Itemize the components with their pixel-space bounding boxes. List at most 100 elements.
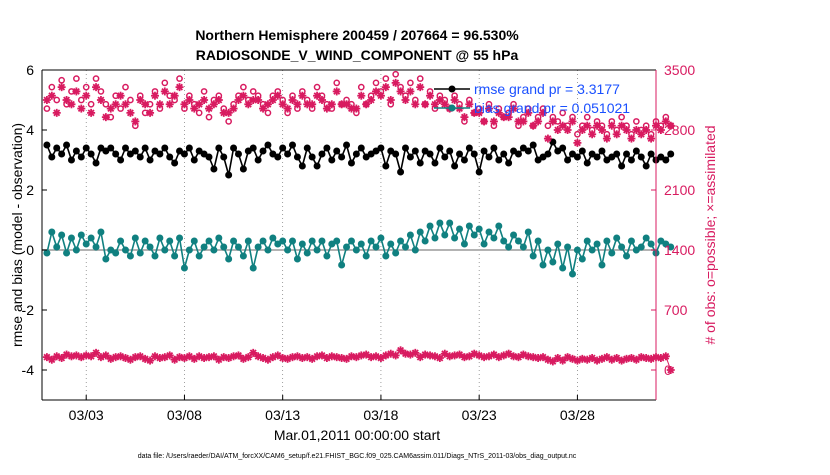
rmse-point: [249, 144, 257, 152]
bias-point: [126, 252, 134, 260]
bias-point: [97, 228, 105, 236]
rmse-point: [431, 159, 439, 167]
rmse-point: [618, 162, 626, 170]
possible-obs-point: [43, 105, 51, 112]
rmse-point: [264, 141, 272, 149]
y-left-tick-label: 4: [26, 122, 34, 138]
bias-point: [166, 237, 174, 245]
bias-point: [534, 237, 542, 245]
rmse-point: [406, 153, 414, 161]
bias-point: [583, 237, 591, 245]
obs-count-point: [87, 352, 96, 361]
bias-point: [254, 243, 262, 251]
bias-point: [308, 237, 316, 245]
bias-point: [48, 228, 56, 236]
rmse-point: [627, 156, 635, 164]
rmse-point: [333, 147, 341, 155]
bias-point: [480, 240, 488, 248]
possible-obs-point: [200, 88, 208, 95]
rmse-point: [298, 162, 306, 170]
rmse-point: [279, 144, 287, 152]
assimilated-obs-point: [293, 100, 302, 109]
possible-obs-point: [58, 76, 65, 84]
rmse-point: [92, 159, 100, 167]
y-right-tick-label: 3500: [664, 62, 695, 78]
bias-point: [264, 246, 272, 254]
assimilated-obs-point: [607, 121, 616, 130]
bias-point: [411, 246, 419, 254]
assimilated-obs-point: [406, 87, 415, 96]
possible-obs-point: [249, 88, 257, 95]
possible-obs-point: [205, 113, 213, 121]
x-tick-label: 03/28: [560, 407, 595, 423]
assimilated-obs-point: [553, 126, 562, 134]
rmse-point: [598, 147, 606, 155]
bias-point: [122, 246, 130, 254]
assimilated-obs-point: [396, 87, 405, 96]
assimilated-obs-point: [381, 83, 390, 92]
legend-bias-label: bias grand pr = 0.051021: [474, 100, 630, 116]
bias-point: [180, 264, 188, 272]
bias-point: [195, 252, 203, 260]
possible-obs-point: [195, 109, 203, 117]
rmse-point: [180, 150, 188, 158]
assimilated-obs-point: [597, 126, 606, 134]
assimilated-obs-point: [175, 83, 184, 92]
bias-point: [239, 252, 247, 260]
bias-point: [490, 234, 498, 242]
rmse-point: [289, 141, 297, 149]
assimilated-obs-point: [77, 104, 86, 113]
bias-point: [234, 243, 242, 251]
bias-point: [436, 219, 444, 227]
rmse-point: [642, 162, 650, 170]
rmse-point: [495, 156, 503, 164]
assimilated-obs-point: [52, 108, 61, 117]
rmse-point: [171, 159, 179, 167]
bias-point: [559, 264, 567, 272]
y-right-tick-label: 700: [664, 302, 688, 318]
rmse-point: [480, 147, 488, 155]
assimilated-obs-point: [489, 117, 498, 126]
possible-obs-point: [240, 83, 247, 91]
rmse-point: [632, 147, 640, 155]
rmse-point: [131, 147, 139, 155]
bias-point: [259, 237, 267, 245]
bias-point: [323, 252, 331, 260]
rmse-point: [117, 156, 125, 164]
rmse-point: [505, 159, 513, 167]
bias-point: [568, 270, 576, 278]
possible-obs-point: [97, 88, 105, 95]
rmse-point: [87, 150, 95, 158]
bias-point: [279, 237, 287, 245]
x-tick-label: 03/23: [462, 407, 497, 423]
y-right-tick-label: 2100: [664, 182, 695, 198]
rmse-point: [323, 144, 331, 152]
rmse-point: [593, 153, 601, 161]
rmse-point: [146, 156, 154, 164]
rmse-point: [647, 150, 655, 158]
rmse-point: [43, 141, 51, 149]
bias-point: [485, 228, 493, 236]
bias-point: [156, 234, 164, 242]
assimilated-obs-point: [101, 113, 110, 122]
possible-obs-point: [574, 130, 581, 138]
assimilated-obs-point: [72, 87, 81, 96]
bias-point: [313, 246, 321, 254]
obs-count-point: [445, 352, 454, 361]
assimilated-obs-point: [150, 91, 159, 100]
x-tick-label: 03/13: [265, 407, 300, 423]
assimilated-obs-point: [622, 126, 631, 134]
bias-point: [67, 234, 75, 242]
obs-count-point: [666, 366, 675, 374]
bias-point: [431, 234, 439, 242]
bias-point: [647, 240, 655, 248]
assimilated-obs-point: [136, 96, 145, 104]
bias-point: [377, 234, 385, 242]
possible-obs-point: [544, 122, 552, 130]
rmse-point: [524, 147, 532, 155]
rmse-point: [662, 156, 670, 164]
possible-obs-point: [225, 118, 233, 125]
rmse-point: [529, 141, 537, 149]
assimilated-obs-point: [460, 113, 469, 122]
possible-obs-point: [92, 75, 100, 82]
